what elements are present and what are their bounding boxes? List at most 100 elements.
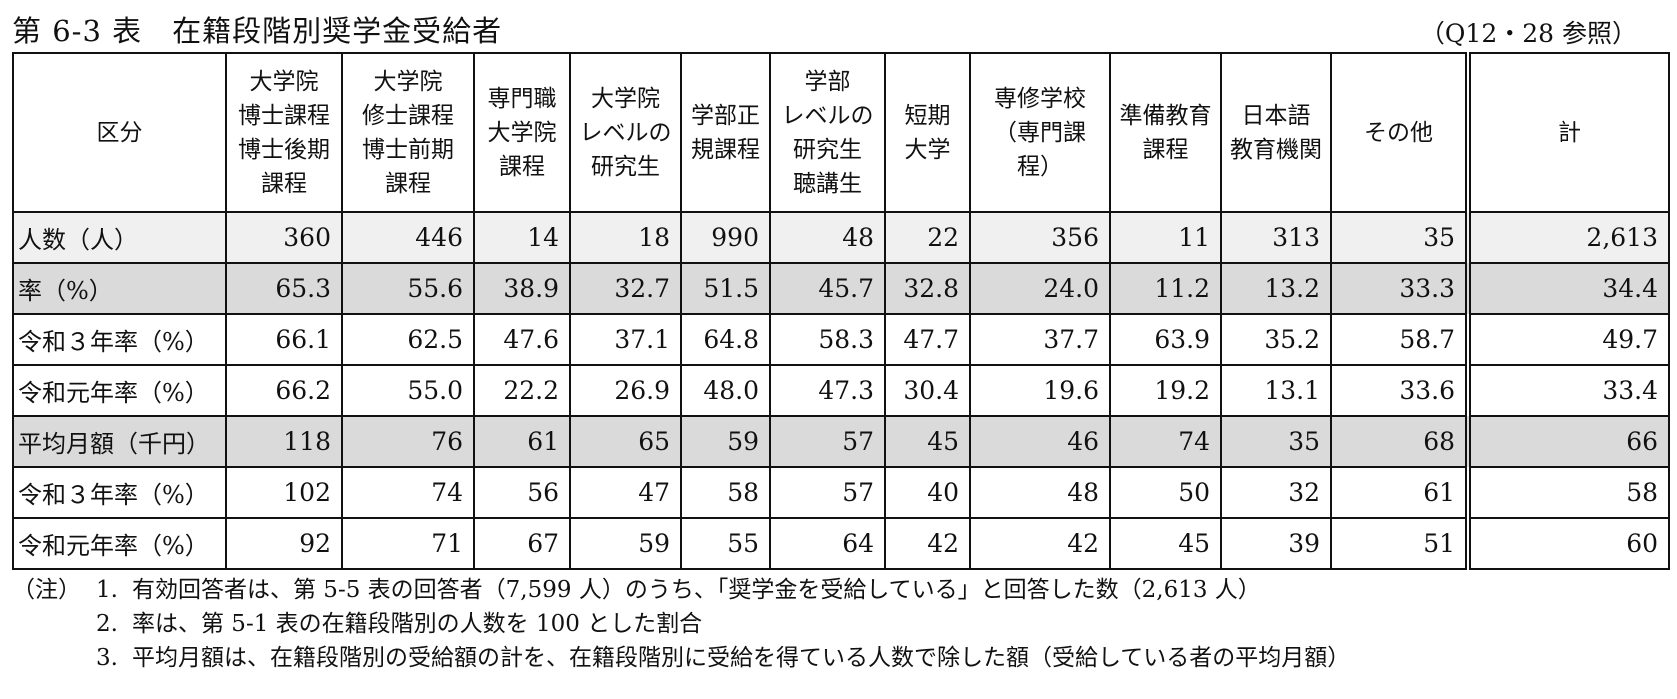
value-cell: 11.2 [1109, 262, 1222, 315]
value-cell: 76 [341, 415, 475, 468]
value-cell: 50 [1109, 466, 1222, 519]
value-cell: 38.9 [473, 262, 571, 315]
value-cell: 45 [1109, 517, 1222, 570]
footnote-text: 有効回答者は、第 5-5 表の回答者（7,599 人）のうち、「奨学金を受給して… [132, 577, 1261, 603]
footnote-1: （注） 1. 有効回答者は、第 5-5 表の回答者（7,599 人）のうち、「奨… [12, 573, 1350, 607]
value-cell: 22 [884, 211, 971, 264]
header-total: 計 [1465, 52, 1670, 213]
total-cell: 49.7 [1465, 313, 1670, 366]
table-row: 令和元年率（%） 66.2 55.0 22.2 26.9 48.0 47.3 30.4 19.6… [12, 364, 1670, 417]
total-cell: 2,613 [1465, 211, 1670, 264]
value-cell: 57 [769, 415, 886, 468]
value-cell: 47.7 [884, 313, 971, 366]
value-cell: 42 [884, 517, 971, 570]
value-cell: 62.5 [341, 313, 475, 366]
value-cell: 18 [569, 211, 682, 264]
row-label: 令和３年率（%） [12, 313, 227, 366]
value-cell: 55.6 [341, 262, 475, 315]
value-cell: 14 [473, 211, 571, 264]
header-undergrad-research: 学部 レベルの 研究生 聴講生 [769, 52, 886, 213]
table-row: 令和３年率（%） 66.1 62.5 47.6 37.1 64.8 58.3 47.7 37.7… [12, 313, 1670, 366]
header-masters: 大学院 修士課程 博士前期 課程 [341, 52, 475, 213]
value-cell: 446 [341, 211, 475, 264]
table-title: 第 6-3 表 在籍段階別奨学金受給者 [12, 14, 503, 48]
table-row: 人数（人） 360 446 14 18 990 48 22 356 11 313 35 2,613 [12, 211, 1670, 264]
value-cell: 13.1 [1220, 364, 1332, 417]
value-cell: 32.7 [569, 262, 682, 315]
table-row: 平均月額（千円） 118 76 61 65 59 57 45 46 74 35 68 66 [12, 415, 1670, 468]
value-cell: 55.0 [341, 364, 475, 417]
footnote-text: 率は、第 5-1 表の在籍段階別の人数を 100 とした割合 [132, 611, 703, 637]
value-cell: 48 [769, 211, 886, 264]
row-label: 令和元年率（%） [12, 517, 227, 570]
row-label: 平均月額（千円） [12, 415, 227, 468]
value-cell: 13.2 [1220, 262, 1332, 315]
value-cell: 65.3 [225, 262, 343, 315]
total-cell: 58 [1465, 466, 1670, 519]
value-cell: 37.7 [969, 313, 1111, 366]
value-cell: 59 [680, 415, 771, 468]
value-cell: 66.2 [225, 364, 343, 417]
header-doctoral: 大学院 博士課程 博士後期 課程 [225, 52, 343, 213]
value-cell: 92 [225, 517, 343, 570]
footnote-text: 平均月額は、在籍段階別の受給額の計を、在籍段階別に受給を得ている人数で除した額（… [132, 645, 1351, 671]
value-cell: 35 [1330, 211, 1469, 264]
total-cell: 33.4 [1465, 364, 1670, 417]
value-cell: 59 [569, 517, 682, 570]
value-cell: 22.2 [473, 364, 571, 417]
value-cell: 19.6 [969, 364, 1111, 417]
value-cell: 74 [341, 466, 475, 519]
header-row: 区分 大学院 博士課程 博士後期 課程 大学院 修士課程 博士前期 課程 専門職… [12, 52, 1670, 213]
footnote-head: （注） [12, 577, 81, 603]
value-cell: 24.0 [969, 262, 1111, 315]
table-row: 令和３年率（%） 102 74 56 47 58 57 40 48 50 32 61 58 [12, 466, 1670, 519]
footnote-2: 2. 率は、第 5-1 表の在籍段階別の人数を 100 とした割合 [12, 607, 1350, 641]
row-label: 率（%） [12, 262, 227, 315]
header-junior-college: 短期 大学 [884, 52, 971, 213]
value-cell: 32 [1220, 466, 1332, 519]
footnote-number: 1. [96, 577, 118, 603]
value-cell: 35 [1220, 415, 1332, 468]
table-row: 令和元年率（%） 92 71 67 59 55 64 42 42 45 39 51 60 [12, 517, 1670, 570]
value-cell: 33.3 [1330, 262, 1469, 315]
value-cell: 58.3 [769, 313, 886, 366]
value-cell: 313 [1220, 211, 1332, 264]
header-vocational: 専修学校 （専門課 程） [969, 52, 1111, 213]
header-undergrad: 学部正 規課程 [680, 52, 771, 213]
value-cell: 47 [569, 466, 682, 519]
value-cell: 65 [569, 415, 682, 468]
value-cell: 66.1 [225, 313, 343, 366]
value-cell: 58 [680, 466, 771, 519]
value-cell: 11 [1109, 211, 1222, 264]
value-cell: 51 [1330, 517, 1469, 570]
header-japanese-school: 日本語 教育機関 [1220, 52, 1332, 213]
value-cell: 47.6 [473, 313, 571, 366]
footnote-number: 3. [96, 645, 118, 671]
footnote-3: 3. 平均月額は、在籍段階別の受給額の計を、在籍段階別に受給を得ている人数で除し… [12, 641, 1350, 675]
header-professional: 専門職 大学院 課程 [473, 52, 571, 213]
total-cell: 60 [1465, 517, 1670, 570]
footnote-number: 2. [96, 611, 118, 637]
value-cell: 32.8 [884, 262, 971, 315]
value-cell: 102 [225, 466, 343, 519]
value-cell: 61 [473, 415, 571, 468]
footnotes: （注） 1. 有効回答者は、第 5-5 表の回答者（7,599 人）のうち、「奨… [12, 573, 1350, 675]
value-cell: 47.3 [769, 364, 886, 417]
row-label: 人数（人） [12, 211, 227, 264]
header-preparatory: 準備教育 課程 [1109, 52, 1222, 213]
total-cell: 66 [1465, 415, 1670, 468]
value-cell: 42 [969, 517, 1111, 570]
value-cell: 990 [680, 211, 771, 264]
value-cell: 51.5 [680, 262, 771, 315]
header-other: その他 [1330, 52, 1469, 213]
value-cell: 61 [1330, 466, 1469, 519]
value-cell: 37.1 [569, 313, 682, 366]
value-cell: 56 [473, 466, 571, 519]
row-label: 令和元年率（%） [12, 364, 227, 417]
value-cell: 63.9 [1109, 313, 1222, 366]
value-cell: 64.8 [680, 313, 771, 366]
value-cell: 26.9 [569, 364, 682, 417]
value-cell: 35.2 [1220, 313, 1332, 366]
row-label: 令和３年率（%） [12, 466, 227, 519]
value-cell: 45 [884, 415, 971, 468]
